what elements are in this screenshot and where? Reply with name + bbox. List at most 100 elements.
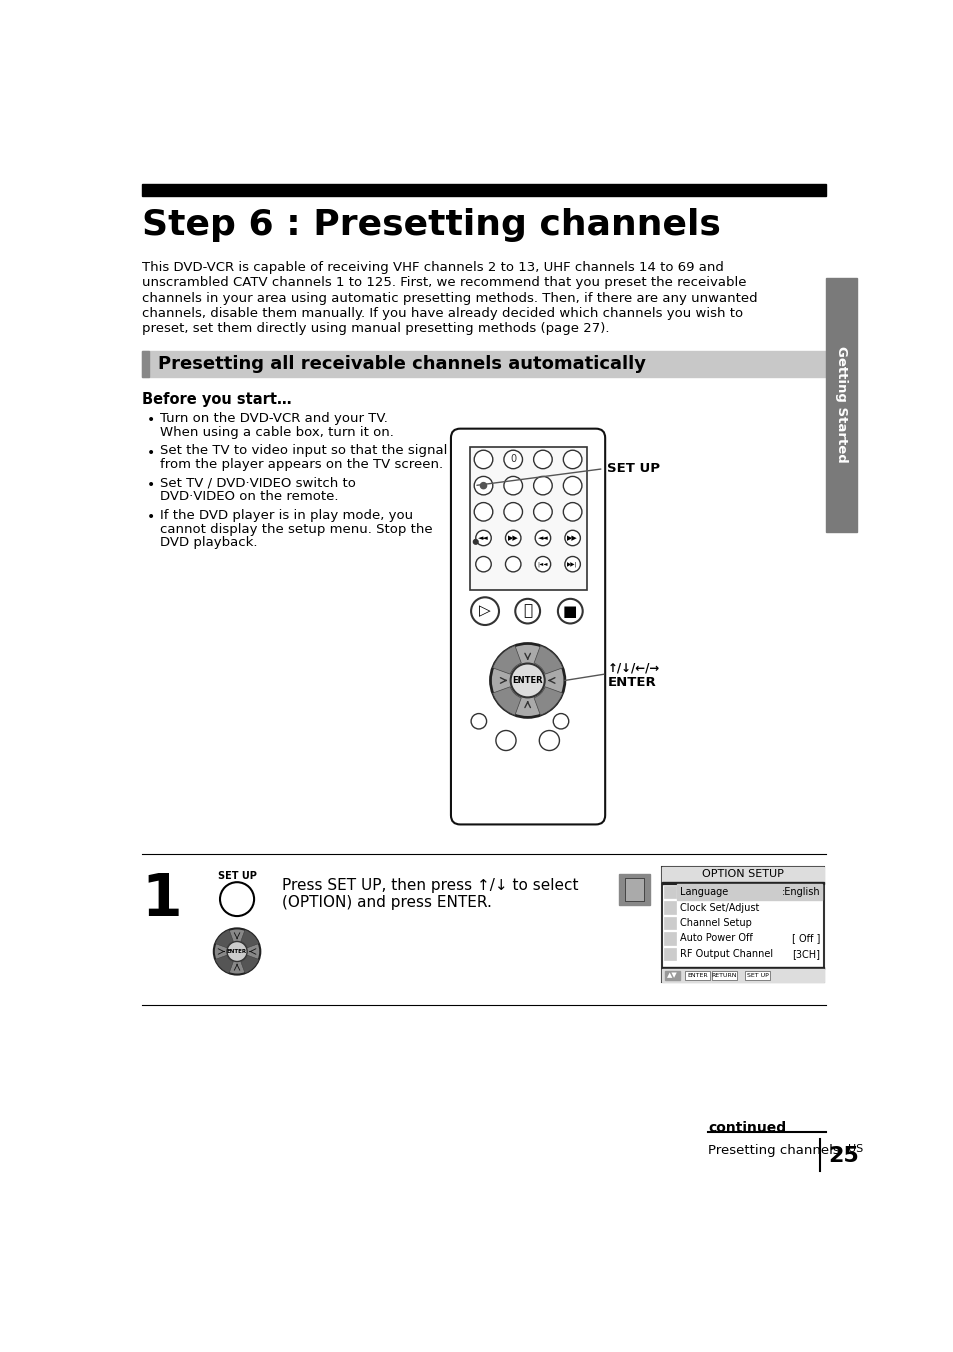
Circle shape	[505, 557, 520, 572]
Bar	[744, 971, 769, 980]
Text: ⏸: ⏸	[522, 603, 532, 619]
Text: Turn on the DVD-VCR and your TV.: Turn on the DVD-VCR and your TV.	[159, 412, 387, 425]
Bar	[624, 879, 643, 902]
Text: OPTION SETUP: OPTION SETUP	[701, 869, 783, 880]
Wedge shape	[534, 687, 562, 715]
Text: ↑/↓/←/→: ↑/↓/←/→	[607, 661, 659, 675]
Circle shape	[553, 714, 568, 729]
Circle shape	[562, 450, 581, 469]
Bar	[663, 933, 676, 945]
Circle shape	[564, 557, 579, 572]
Circle shape	[535, 557, 550, 572]
Bar	[711, 971, 736, 980]
Text: Presetting channels: Presetting channels	[707, 1144, 840, 1157]
Circle shape	[564, 530, 579, 546]
Circle shape	[473, 539, 477, 544]
Circle shape	[533, 450, 552, 469]
Bar	[663, 917, 676, 929]
Text: ▲▼: ▲▼	[666, 972, 678, 979]
Text: ▶▶: ▶▶	[567, 535, 578, 541]
Text: ENTER: ENTER	[607, 676, 656, 688]
Text: cannot display the setup menu. Stop the: cannot display the setup menu. Stop the	[159, 523, 432, 535]
Text: DVD playback.: DVD playback.	[159, 537, 256, 549]
Text: SET UP: SET UP	[217, 871, 256, 880]
Circle shape	[213, 929, 260, 975]
Text: SET UP: SET UP	[607, 462, 659, 475]
Text: 1: 1	[141, 871, 182, 927]
Text: ◄◄: ◄◄	[537, 535, 548, 541]
Text: ■: ■	[562, 603, 577, 619]
Text: (OPTION) and press ENTER.: (OPTION) and press ENTER.	[282, 895, 492, 910]
Wedge shape	[215, 930, 233, 948]
Circle shape	[227, 941, 247, 961]
Text: Step 6 : Presetting channels: Step 6 : Presetting channels	[142, 208, 720, 242]
Text: :English: :English	[781, 887, 820, 898]
Circle shape	[503, 503, 522, 521]
Wedge shape	[240, 955, 258, 973]
Text: ▶▶|: ▶▶|	[567, 561, 578, 566]
Text: RF Output Channel: RF Output Channel	[679, 949, 773, 959]
Text: Auto Power Off: Auto Power Off	[679, 933, 752, 944]
Circle shape	[510, 664, 544, 698]
Text: 25: 25	[827, 1146, 859, 1167]
Text: ENTER: ENTER	[686, 973, 707, 977]
Circle shape	[562, 503, 581, 521]
Text: SET UP: SET UP	[746, 973, 768, 977]
Text: 0: 0	[510, 454, 516, 465]
Text: Before you start…: Before you start…	[142, 392, 292, 407]
Bar	[661, 969, 823, 983]
Circle shape	[503, 450, 522, 469]
Circle shape	[535, 530, 550, 546]
Circle shape	[474, 450, 493, 469]
Circle shape	[515, 599, 539, 623]
Text: •: •	[147, 414, 155, 427]
Text: Getting Started: Getting Started	[834, 346, 847, 464]
Circle shape	[505, 530, 520, 546]
Text: Channel Setup: Channel Setup	[679, 918, 751, 927]
Circle shape	[220, 883, 253, 917]
Circle shape	[480, 483, 486, 488]
Circle shape	[496, 730, 516, 750]
Circle shape	[471, 714, 486, 729]
Text: |◄◄: |◄◄	[537, 561, 548, 566]
Circle shape	[476, 530, 491, 546]
Text: channels, disable them manually. If you have already decided which channels you : channels, disable them manually. If you …	[142, 307, 742, 320]
Text: [3CH]: [3CH]	[792, 949, 820, 959]
Text: ENTER: ENTER	[227, 949, 247, 955]
Text: channels in your area using automatic presetting methods. Then, if there are any: channels in your area using automatic pr…	[142, 292, 758, 304]
Text: RETURN: RETURN	[711, 973, 737, 977]
Bar	[661, 867, 823, 983]
Circle shape	[538, 730, 558, 750]
Text: ▶▶: ▶▶	[507, 535, 518, 541]
Circle shape	[503, 476, 522, 495]
Text: preset, set them directly using manual presetting methods (page 27).: preset, set them directly using manual p…	[142, 322, 609, 335]
Bar	[677, 884, 821, 900]
Circle shape	[558, 599, 582, 623]
Circle shape	[533, 503, 552, 521]
Text: from the player appears on the TV screen.: from the player appears on the TV screen…	[159, 458, 442, 470]
Text: If the DVD player is in play mode, you: If the DVD player is in play mode, you	[159, 508, 413, 522]
Circle shape	[476, 557, 491, 572]
Circle shape	[490, 644, 564, 718]
Bar	[663, 902, 676, 914]
Text: continued: continued	[707, 1121, 785, 1134]
Text: ▷: ▷	[478, 603, 491, 619]
Text: Set the TV to video input so that the signal: Set the TV to video input so that the si…	[159, 443, 446, 457]
FancyBboxPatch shape	[451, 429, 604, 825]
Bar	[618, 875, 649, 906]
Bar	[661, 967, 823, 969]
Wedge shape	[215, 955, 233, 973]
Bar	[142, 352, 149, 377]
Wedge shape	[492, 646, 520, 675]
Circle shape	[474, 503, 493, 521]
Text: Presetting all receivable channels automatically: Presetting all receivable channels autom…	[158, 356, 645, 373]
Circle shape	[562, 476, 581, 495]
Text: Clock Set/Adjust: Clock Set/Adjust	[679, 903, 759, 913]
Text: This DVD-VCR is capable of receiving VHF channels 2 to 13, UHF channels 14 to 69: This DVD-VCR is capable of receiving VHF…	[142, 261, 723, 274]
Bar	[684, 971, 709, 980]
Text: US: US	[847, 1144, 862, 1155]
Bar	[142, 352, 825, 377]
Bar	[469, 448, 586, 589]
Text: unscrambled CATV channels 1 to 125. First, we recommend that you preset the rece: unscrambled CATV channels 1 to 125. Firs…	[142, 276, 746, 289]
Text: •: •	[147, 510, 155, 525]
